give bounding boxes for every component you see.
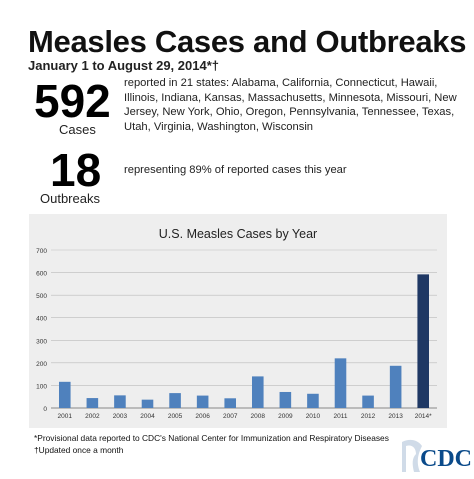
x-tick-label: 2006: [195, 413, 210, 420]
chart-panel: U.S. Measles Cases by Year 0 100 200 300 400…: [29, 214, 447, 428]
outbreaks-description: representing 89% of reported cases this …: [124, 164, 347, 176]
y-tick-label: 0: [43, 406, 47, 413]
x-tick-label: 2009: [278, 413, 293, 420]
footnote-provisional: *Provisional data reported to CDC's Nati…: [34, 433, 389, 443]
bar-2006: [196, 395, 209, 408]
footnotes: *Provisional data reported to CDC's Nati…: [34, 432, 389, 456]
y-tick-label: 700: [36, 248, 47, 255]
cdc-logo: CDC: [396, 432, 474, 474]
x-tick-label: 2011: [334, 413, 348, 420]
y-tick-label: 300: [36, 338, 47, 345]
bar-2013: [389, 365, 402, 408]
outbreaks-label: Outbreaks: [40, 191, 100, 206]
measles-bar-chart: U.S. Measles Cases by Year 0 100 200 300 400…: [36, 227, 437, 420]
bar-2001: [58, 381, 71, 408]
x-tick-label: 2002: [85, 413, 100, 420]
x-tick-label: 2013: [388, 413, 403, 420]
x-tick-label: 2001: [58, 413, 73, 420]
cases-description: reported in 21 states: Alabama, Californ…: [124, 77, 457, 133]
bar-2011: [334, 358, 347, 408]
y-tick-label: 100: [36, 383, 47, 390]
x-tick-label: 2005: [168, 413, 183, 420]
cases-label: Cases: [59, 122, 96, 137]
bar-2012: [362, 395, 374, 408]
outbreaks-count: 18: [50, 144, 102, 196]
y-tick-label: 200: [36, 361, 47, 368]
bar-2008: [251, 376, 264, 408]
x-tick-label: 2004: [140, 413, 155, 420]
bar-2005: [169, 393, 181, 408]
bar-2003: [114, 395, 126, 408]
page-title: Measles Cases and Outbreaks: [28, 24, 467, 59]
y-tick-label: 400: [36, 316, 47, 323]
x-tick-label: 2010: [306, 413, 321, 420]
page-subtitle: January 1 to August 29, 2014*†: [28, 58, 219, 73]
x-tick-label: 2012: [361, 413, 376, 420]
x-tick-label: 2008: [251, 413, 266, 420]
y-tick-label: 500: [36, 293, 47, 300]
bar-2014: [417, 274, 430, 408]
footnote-updated: †Updated once a month: [34, 445, 124, 455]
bar-2007: [224, 398, 237, 408]
x-tick-label: 2003: [113, 413, 128, 420]
bar-2004: [141, 399, 154, 408]
bar-2010: [307, 393, 319, 408]
x-tick-label: 2007: [223, 413, 238, 420]
chart-title: U.S. Measles Cases by Year: [159, 227, 317, 241]
x-tick-label: 2014*: [415, 413, 432, 420]
bar-2009: [279, 391, 292, 408]
cdc-logo-text: CDC: [420, 446, 472, 472]
y-tick-label: 600: [36, 271, 47, 278]
cases-count: 592: [34, 75, 111, 127]
bar-2002: [86, 398, 99, 408]
